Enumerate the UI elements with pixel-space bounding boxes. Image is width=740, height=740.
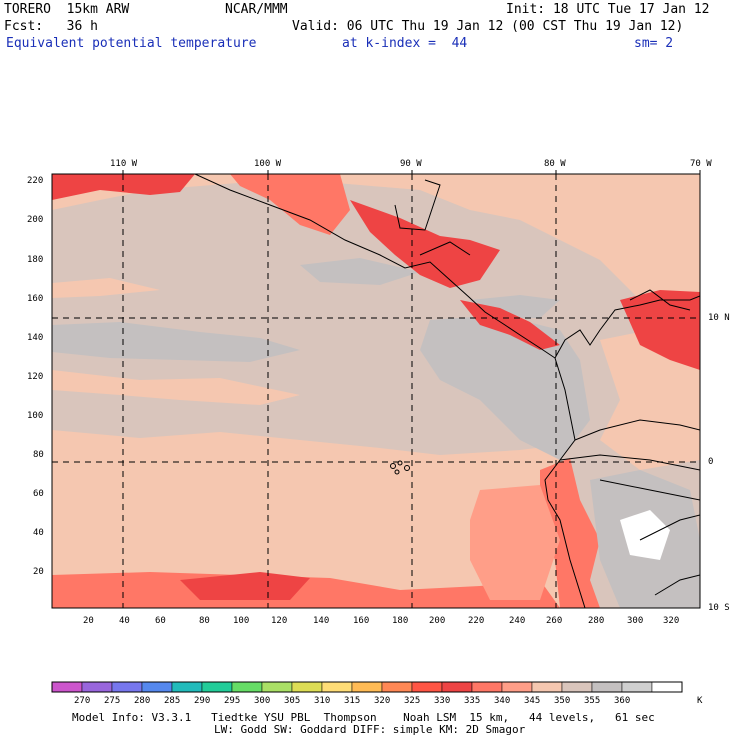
coastlines [194,174,700,608]
colorbar-unit: K [697,696,703,706]
colorbar-label: 275 [104,696,121,706]
colorbar-label: 315 [344,696,361,706]
colorbar-label: 330 [434,696,451,706]
lat-label-10n: 10 N [708,313,730,323]
graticule [52,174,700,608]
y-tick-200: 200 [27,215,44,225]
y-tick-100: 100 [27,411,44,421]
model-info-line1: Model Info: V3.3.1 Tiedtke YSU PBL Thomp… [72,711,655,724]
forecast-hour: Fcst: 36 h [4,19,98,34]
colorbar-label: 280 [134,696,151,706]
colorbar-label: 360 [614,696,631,706]
colorbar-label: 310 [314,696,331,706]
x-tick-20: 20 [83,616,94,626]
lon-label-100w: 100 W [254,159,282,169]
colorbar-label: 325 [404,696,421,706]
y-tick-20: 20 [33,567,44,577]
colorbar-label: 290 [194,696,211,706]
colorbar-label: 335 [464,696,481,706]
x-tick-80: 80 [199,616,210,626]
colorbar-label: 270 [74,696,91,706]
lon-label-90w: 90 W [400,159,422,169]
x-tick-280: 280 [588,616,605,626]
field-name: Equivalent potential temperature [6,36,257,51]
lon-label-80w: 80 W [544,159,566,169]
colorbar-label: 350 [554,696,571,706]
map-frame [51,173,701,609]
colorbar-label: 300 [254,696,271,706]
colorbar-label: 345 [524,696,541,706]
y-tick-140: 140 [27,333,44,343]
y-tick-40: 40 [33,528,44,538]
lat-label-10s: 10 S [708,603,730,613]
model-info-line2: LW: Godd SW: Goddard DIFF: simple KM: 2D… [214,723,526,736]
y-tick-220: 220 [27,176,44,186]
x-tick-160: 160 [353,616,370,626]
model-name: TORERO 15km ARW [4,2,130,17]
colorbar-label: 285 [164,696,181,706]
level-info: at k-index = 44 [342,36,468,51]
smoothing-info: sm= 2 [634,36,674,51]
x-tick-120: 120 [271,616,288,626]
colorbar-label: 340 [494,696,511,706]
x-tick-140: 140 [313,616,330,626]
y-tick-120: 120 [27,372,44,382]
y-tick-180: 180 [27,255,44,265]
lat-label-0: 0 [708,457,714,467]
x-tick-220: 220 [468,616,485,626]
lon-label-70w: 70 W [690,159,712,169]
top-lon-ticks [122,170,701,174]
x-tick-200: 200 [429,616,446,626]
center-name: NCAR/MMM [225,2,288,17]
theta-e-field [52,174,700,608]
x-tick-320: 320 [663,616,680,626]
colorbar-label: 355 [584,696,601,706]
valid-time: Valid: 06 UTC Thu 19 Jan 12 (00 CST Thu … [292,19,684,34]
x-tick-300: 300 [627,616,644,626]
y-tick-80: 80 [33,450,44,460]
colorbar-label: 305 [284,696,301,706]
x-tick-240: 240 [509,616,526,626]
colorbar-label: 320 [374,696,391,706]
x-tick-40: 40 [119,616,130,626]
y-tick-160: 160 [27,294,44,304]
init-time: Init: 18 UTC Tue 17 Jan 12 [506,2,710,17]
x-tick-260: 260 [546,616,563,626]
y-tick-60: 60 [33,489,44,499]
lon-label-110w: 110 W [110,159,138,169]
x-tick-100: 100 [233,616,250,626]
colorbar-label: 295 [224,696,241,706]
x-tick-180: 180 [392,616,409,626]
x-tick-60: 60 [155,616,166,626]
